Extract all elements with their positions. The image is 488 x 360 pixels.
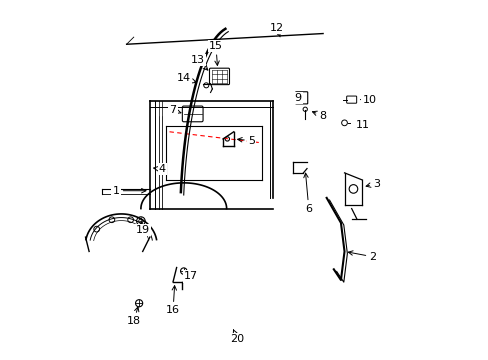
- Circle shape: [303, 107, 307, 111]
- Text: 6: 6: [303, 173, 312, 213]
- Text: 15: 15: [208, 41, 223, 66]
- Text: 16: 16: [166, 286, 180, 315]
- Circle shape: [348, 185, 357, 193]
- Circle shape: [109, 217, 115, 222]
- Text: 20: 20: [230, 330, 244, 344]
- Circle shape: [180, 268, 186, 274]
- Text: 14: 14: [176, 73, 196, 83]
- Text: 17: 17: [183, 271, 198, 282]
- Circle shape: [225, 137, 229, 141]
- Text: 11: 11: [355, 120, 368, 130]
- Text: 7: 7: [169, 105, 181, 115]
- Circle shape: [94, 226, 100, 232]
- Text: 1: 1: [112, 186, 146, 196]
- Text: 13: 13: [191, 55, 207, 70]
- FancyBboxPatch shape: [209, 68, 229, 85]
- Circle shape: [139, 219, 143, 223]
- Text: 4: 4: [153, 164, 165, 174]
- Text: 10: 10: [360, 95, 376, 105]
- Text: 9: 9: [294, 93, 301, 103]
- Circle shape: [142, 226, 148, 232]
- Text: 19: 19: [135, 221, 149, 235]
- Circle shape: [136, 217, 145, 225]
- FancyBboxPatch shape: [182, 106, 203, 122]
- FancyBboxPatch shape: [346, 96, 356, 103]
- Text: 2: 2: [347, 251, 376, 262]
- Circle shape: [341, 120, 346, 126]
- FancyBboxPatch shape: [295, 92, 307, 104]
- Text: 18: 18: [126, 307, 141, 326]
- Circle shape: [203, 83, 208, 88]
- Text: 12: 12: [269, 23, 283, 37]
- Text: 3: 3: [366, 179, 379, 189]
- Circle shape: [135, 300, 142, 307]
- Text: 8: 8: [312, 111, 326, 121]
- Circle shape: [127, 217, 133, 222]
- Text: 5: 5: [237, 136, 255, 146]
